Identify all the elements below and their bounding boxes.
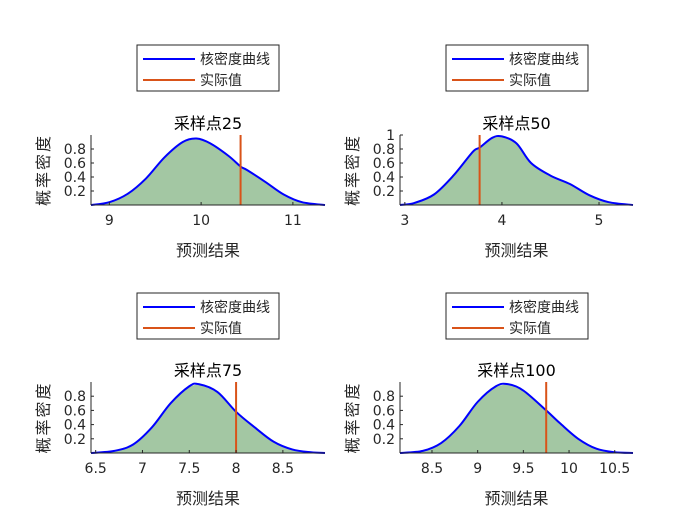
subplot-title: 采样点100: [477, 361, 556, 380]
y-tick-label: 0.6: [373, 403, 395, 419]
y-tick-label: 0.4: [64, 170, 86, 186]
x-axis-label: 预测结果: [176, 241, 240, 260]
subplot-3: 6.5 7 7.5 8 8.5 0.20.40.60.8 采样点75 预测结果 概率密度 核密度曲…: [34, 292, 326, 508]
legend-box: [136, 292, 280, 340]
x-tick-label: 8.5: [421, 461, 443, 477]
legend-box: [445, 292, 589, 340]
y-tick-label: 0.2: [64, 184, 86, 200]
legend-actual-label: 实际值: [200, 321, 242, 337]
y-axis-label: 概率密度: [343, 134, 362, 206]
legend-box: [445, 44, 589, 92]
legend-actual-label: 实际值: [509, 321, 551, 337]
y-tick-label: 0.6: [64, 403, 86, 419]
x-tick-label: 8: [232, 461, 241, 477]
kde-area: [91, 138, 325, 205]
y-axis-label: 概率密度: [34, 134, 53, 206]
x-tick-label: 8.5: [272, 461, 294, 477]
kde-curve: [90, 137, 326, 206]
y-tick-label: 1: [386, 128, 395, 144]
x-tick-label: 6.5: [85, 461, 107, 477]
x-axis-label: 预测结果: [484, 489, 548, 508]
y-tick-label: 0.2: [64, 432, 86, 448]
kde-curve: [399, 134, 634, 206]
x-tick-label: 9.5: [512, 461, 534, 477]
x-tick-label: 7: [138, 461, 147, 477]
y-tick-label: 0.2: [373, 184, 395, 200]
legend-kde-label: 核密度曲线: [200, 51, 270, 68]
x-tick-label: 11: [284, 213, 302, 229]
y-tick-label: 0.2: [373, 432, 395, 448]
subplot-title: 采样点75: [174, 361, 242, 380]
legend-actual-label: 实际值: [200, 73, 242, 89]
kde-area: [91, 384, 325, 453]
x-axis-label: 预测结果: [484, 241, 548, 260]
x-tick-label: 10: [560, 461, 578, 477]
y-tick-label: 0.4: [64, 418, 86, 434]
legend-kde-label: 核密度曲线: [509, 51, 579, 68]
kde-curve: [399, 382, 634, 454]
y-tick-label: 0.8: [64, 142, 86, 158]
subplot-4: 8.5 9 9.5 10 10.5 0.20.40.60.8 采样点100 预测结果 概率密度 核…: [343, 292, 634, 508]
legend-actual-label: 实际值: [509, 73, 551, 89]
legend-kde-label: 核密度曲线: [509, 299, 579, 316]
x-tick-label: 10.5: [599, 461, 630, 477]
y-tick-label: 0.4: [373, 170, 395, 186]
y-tick-label: 0.8: [373, 142, 395, 158]
y-tick-label: 0.8: [373, 389, 395, 405]
subplot-title: 采样点50: [482, 114, 550, 133]
x-tick-label: 4: [497, 213, 506, 229]
x-tick-label: 5: [595, 213, 604, 229]
subplot-title: 采样点25: [174, 114, 242, 133]
kde-curve: [90, 382, 326, 454]
kde-area: [400, 384, 633, 453]
y-tick-label: 0.8: [64, 389, 86, 405]
x-tick-label: 9: [473, 461, 482, 477]
x-tick-label: 9: [105, 213, 114, 229]
x-tick-label: 10: [192, 213, 210, 229]
x-tick-label: 3: [400, 213, 409, 229]
y-axis-label: 概率密度: [34, 381, 53, 453]
legend-kde-label: 核密度曲线: [200, 299, 270, 316]
x-axis-label: 预测结果: [176, 489, 240, 508]
legend-box: [136, 44, 280, 92]
y-tick-label: 0.4: [373, 418, 395, 434]
y-tick-label: 0.6: [64, 156, 86, 172]
y-tick-label: 0.6: [373, 156, 395, 172]
x-tick-label: 7.5: [178, 461, 200, 477]
y-axis-label: 概率密度: [343, 381, 362, 453]
